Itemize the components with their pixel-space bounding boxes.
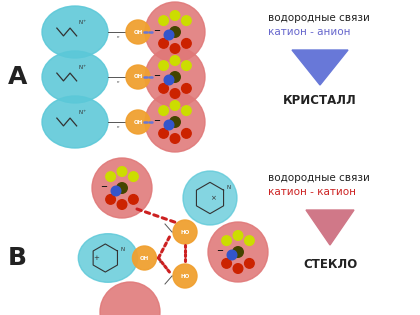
Text: $_n$: $_n$	[158, 260, 163, 266]
Circle shape	[170, 101, 180, 110]
Circle shape	[129, 172, 138, 181]
Circle shape	[117, 200, 127, 209]
Circle shape	[159, 39, 168, 48]
Ellipse shape	[78, 234, 138, 282]
Polygon shape	[292, 50, 348, 85]
Text: −: −	[100, 182, 107, 191]
Circle shape	[164, 30, 174, 40]
Circle shape	[106, 195, 116, 204]
Text: катион - катион: катион - катион	[268, 187, 356, 197]
Text: OH: OH	[134, 119, 143, 124]
Text: $_n$: $_n$	[116, 125, 120, 131]
Circle shape	[145, 47, 205, 107]
Circle shape	[126, 110, 150, 134]
Circle shape	[233, 264, 243, 273]
Text: N$^+$: N$^+$	[79, 63, 88, 72]
Circle shape	[170, 134, 180, 143]
Text: B: B	[8, 246, 27, 270]
Circle shape	[244, 236, 254, 245]
Text: HO: HO	[180, 273, 189, 278]
Circle shape	[126, 65, 150, 89]
Circle shape	[159, 106, 168, 115]
Circle shape	[170, 44, 180, 53]
Text: водородные связи: водородные связи	[268, 173, 370, 183]
Text: OH: OH	[134, 30, 143, 35]
Circle shape	[111, 186, 121, 196]
Text: СТЕКЛО: СТЕКЛО	[303, 259, 357, 272]
Circle shape	[170, 89, 180, 98]
Circle shape	[117, 183, 127, 193]
Circle shape	[173, 220, 197, 244]
Ellipse shape	[42, 96, 108, 148]
Circle shape	[132, 246, 156, 270]
Circle shape	[159, 61, 168, 70]
Text: −: −	[216, 246, 223, 255]
Polygon shape	[306, 210, 354, 245]
Text: −: −	[153, 71, 160, 80]
Circle shape	[145, 2, 205, 62]
Text: N$^+$: N$^+$	[79, 108, 88, 117]
Circle shape	[183, 171, 237, 225]
Circle shape	[244, 259, 254, 268]
Circle shape	[181, 83, 191, 93]
Text: A: A	[8, 65, 27, 89]
Text: КРИСТАЛЛ: КРИСТАЛЛ	[283, 94, 357, 106]
Circle shape	[170, 56, 180, 65]
Text: −: −	[153, 116, 160, 125]
Ellipse shape	[42, 6, 108, 58]
Circle shape	[159, 83, 168, 93]
Circle shape	[159, 16, 168, 26]
Text: $_n$: $_n$	[116, 80, 120, 86]
Text: N: N	[227, 185, 231, 190]
Text: HO: HO	[180, 230, 189, 234]
Text: +: +	[93, 255, 99, 261]
Text: −: −	[153, 26, 160, 35]
Circle shape	[181, 39, 191, 48]
Text: катион - анион: катион - анион	[268, 27, 351, 37]
Ellipse shape	[42, 51, 108, 103]
Circle shape	[126, 20, 150, 44]
Circle shape	[222, 236, 231, 245]
Text: OH: OH	[134, 75, 143, 79]
Circle shape	[170, 72, 180, 82]
Circle shape	[164, 120, 174, 130]
Text: водородные связи: водородные связи	[268, 13, 370, 23]
Circle shape	[181, 61, 191, 70]
Circle shape	[100, 282, 160, 315]
Text: OH: OH	[140, 255, 149, 261]
Circle shape	[173, 264, 197, 288]
Text: N: N	[121, 247, 125, 252]
Circle shape	[181, 16, 191, 26]
Circle shape	[170, 27, 180, 37]
Circle shape	[117, 167, 127, 176]
Circle shape	[92, 158, 152, 218]
Circle shape	[181, 106, 191, 115]
Circle shape	[129, 195, 138, 204]
Circle shape	[208, 222, 268, 282]
Text: N$^+$: N$^+$	[79, 19, 88, 27]
Text: ×: ×	[210, 195, 215, 201]
Circle shape	[159, 129, 168, 138]
Circle shape	[145, 92, 205, 152]
Circle shape	[227, 250, 237, 260]
Circle shape	[181, 129, 191, 138]
Circle shape	[106, 172, 116, 181]
Circle shape	[164, 75, 174, 85]
Circle shape	[222, 259, 231, 268]
Circle shape	[170, 117, 180, 127]
Circle shape	[233, 247, 243, 257]
Text: $_n$: $_n$	[116, 35, 120, 41]
Circle shape	[233, 231, 243, 240]
Circle shape	[170, 11, 180, 20]
